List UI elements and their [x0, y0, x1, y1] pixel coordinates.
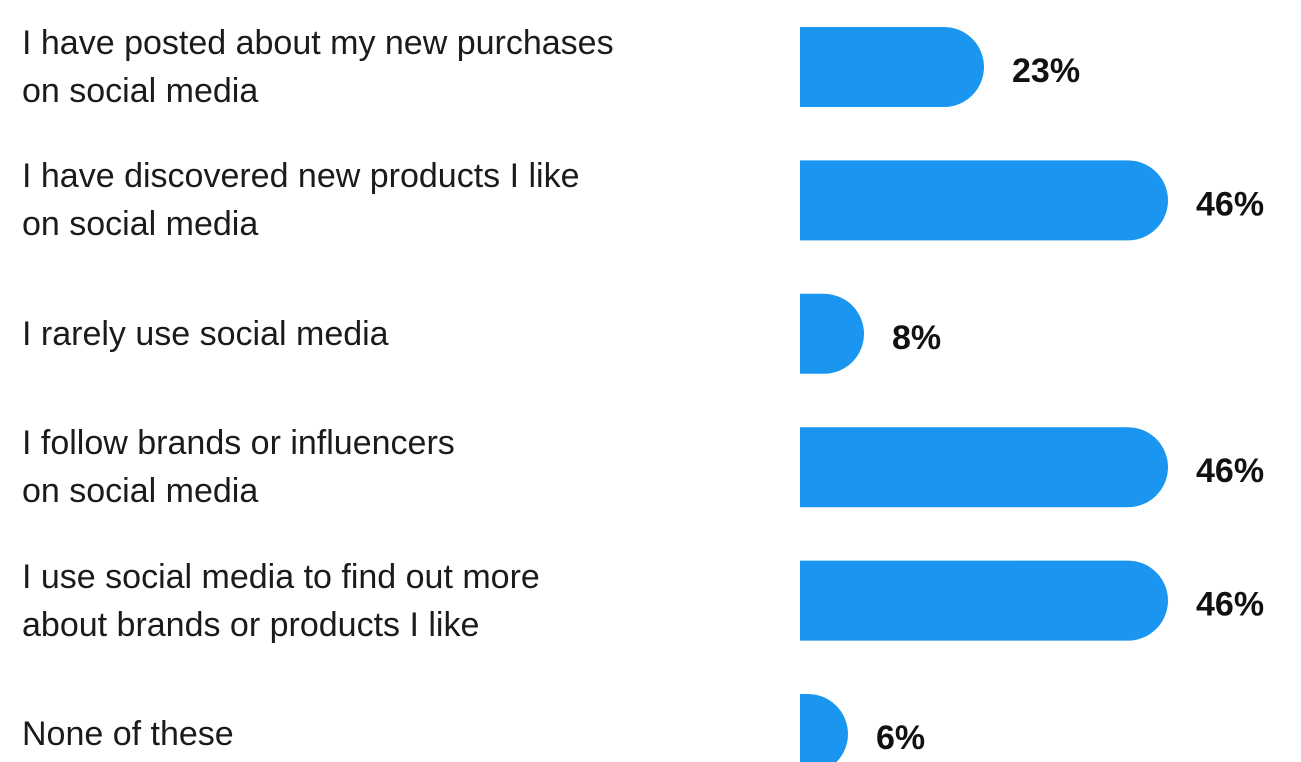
category-label: I use social media to find out more abou… [22, 557, 540, 644]
bar [800, 160, 1168, 241]
category-label: I have posted about my new purchases on … [22, 24, 614, 110]
bar [800, 560, 1168, 641]
value-label: 23% [1012, 52, 1080, 90]
category-label: None of these [22, 715, 234, 753]
bar [800, 293, 864, 374]
bar [800, 694, 848, 762]
bar [800, 427, 1168, 508]
value-label: 46% [1196, 586, 1264, 624]
value-label: 6% [876, 719, 925, 757]
category-label: I follow brands or influencers on social… [22, 424, 455, 511]
category-label: I have discovered new products I like on… [22, 157, 580, 244]
value-label: 8% [892, 319, 941, 357]
bar [800, 27, 984, 107]
value-label: 46% [1196, 185, 1264, 223]
category-label: I rarely use social media [22, 314, 389, 353]
value-label: 46% [1196, 452, 1264, 490]
